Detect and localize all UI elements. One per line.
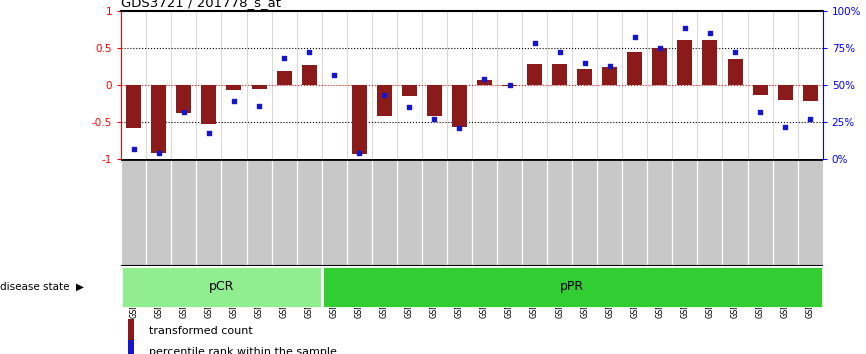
Bar: [128, 340, 134, 354]
Bar: [276, 71, 292, 85]
Point: [302, 50, 316, 55]
Bar: [128, 319, 134, 343]
Point: [428, 116, 442, 122]
Bar: [152, 85, 166, 153]
Point: [753, 109, 767, 115]
Bar: [251, 85, 267, 88]
Point: [779, 124, 792, 130]
Bar: [352, 85, 367, 154]
Bar: [377, 85, 391, 116]
Bar: [402, 85, 417, 96]
Text: GDS3721 / 201778_s_at: GDS3721 / 201778_s_at: [121, 0, 281, 10]
Bar: [553, 64, 567, 85]
Point: [403, 104, 417, 110]
Point: [678, 25, 692, 31]
Point: [378, 92, 391, 98]
Bar: [602, 67, 617, 85]
Bar: [177, 85, 191, 113]
Point: [453, 125, 467, 131]
Text: pPR: pPR: [560, 280, 585, 293]
Bar: [321, 266, 823, 308]
Bar: [627, 51, 643, 85]
Bar: [753, 85, 767, 95]
Bar: [527, 64, 542, 85]
Point: [252, 103, 266, 109]
Bar: [803, 85, 818, 101]
Point: [126, 146, 140, 152]
Bar: [577, 69, 592, 85]
Bar: [227, 85, 242, 90]
Point: [603, 63, 617, 68]
Bar: [702, 40, 717, 85]
Point: [804, 116, 818, 122]
Bar: [202, 85, 216, 124]
Bar: [121, 266, 321, 308]
Point: [202, 130, 216, 135]
Text: pCR: pCR: [209, 280, 234, 293]
Text: disease state  ▶: disease state ▶: [0, 282, 84, 292]
Bar: [677, 40, 693, 85]
Bar: [477, 80, 492, 85]
Text: percentile rank within the sample: percentile rank within the sample: [149, 347, 337, 354]
Bar: [502, 85, 517, 86]
Point: [227, 98, 241, 104]
Point: [327, 72, 341, 78]
Bar: [778, 85, 792, 100]
Bar: [652, 48, 668, 85]
Bar: [301, 65, 317, 85]
Text: transformed count: transformed count: [149, 326, 253, 336]
Point: [502, 82, 516, 88]
Point: [578, 60, 591, 65]
Point: [477, 76, 491, 82]
Bar: [727, 59, 742, 85]
Point: [703, 30, 717, 36]
Bar: [452, 85, 467, 127]
Point: [352, 150, 366, 156]
Point: [152, 150, 165, 156]
Point: [177, 109, 191, 115]
Bar: [126, 85, 141, 128]
Bar: [427, 85, 442, 116]
Point: [527, 40, 541, 46]
Point: [728, 50, 742, 55]
Point: [653, 45, 667, 51]
Point: [553, 50, 566, 55]
Point: [628, 35, 642, 40]
Point: [277, 55, 291, 61]
